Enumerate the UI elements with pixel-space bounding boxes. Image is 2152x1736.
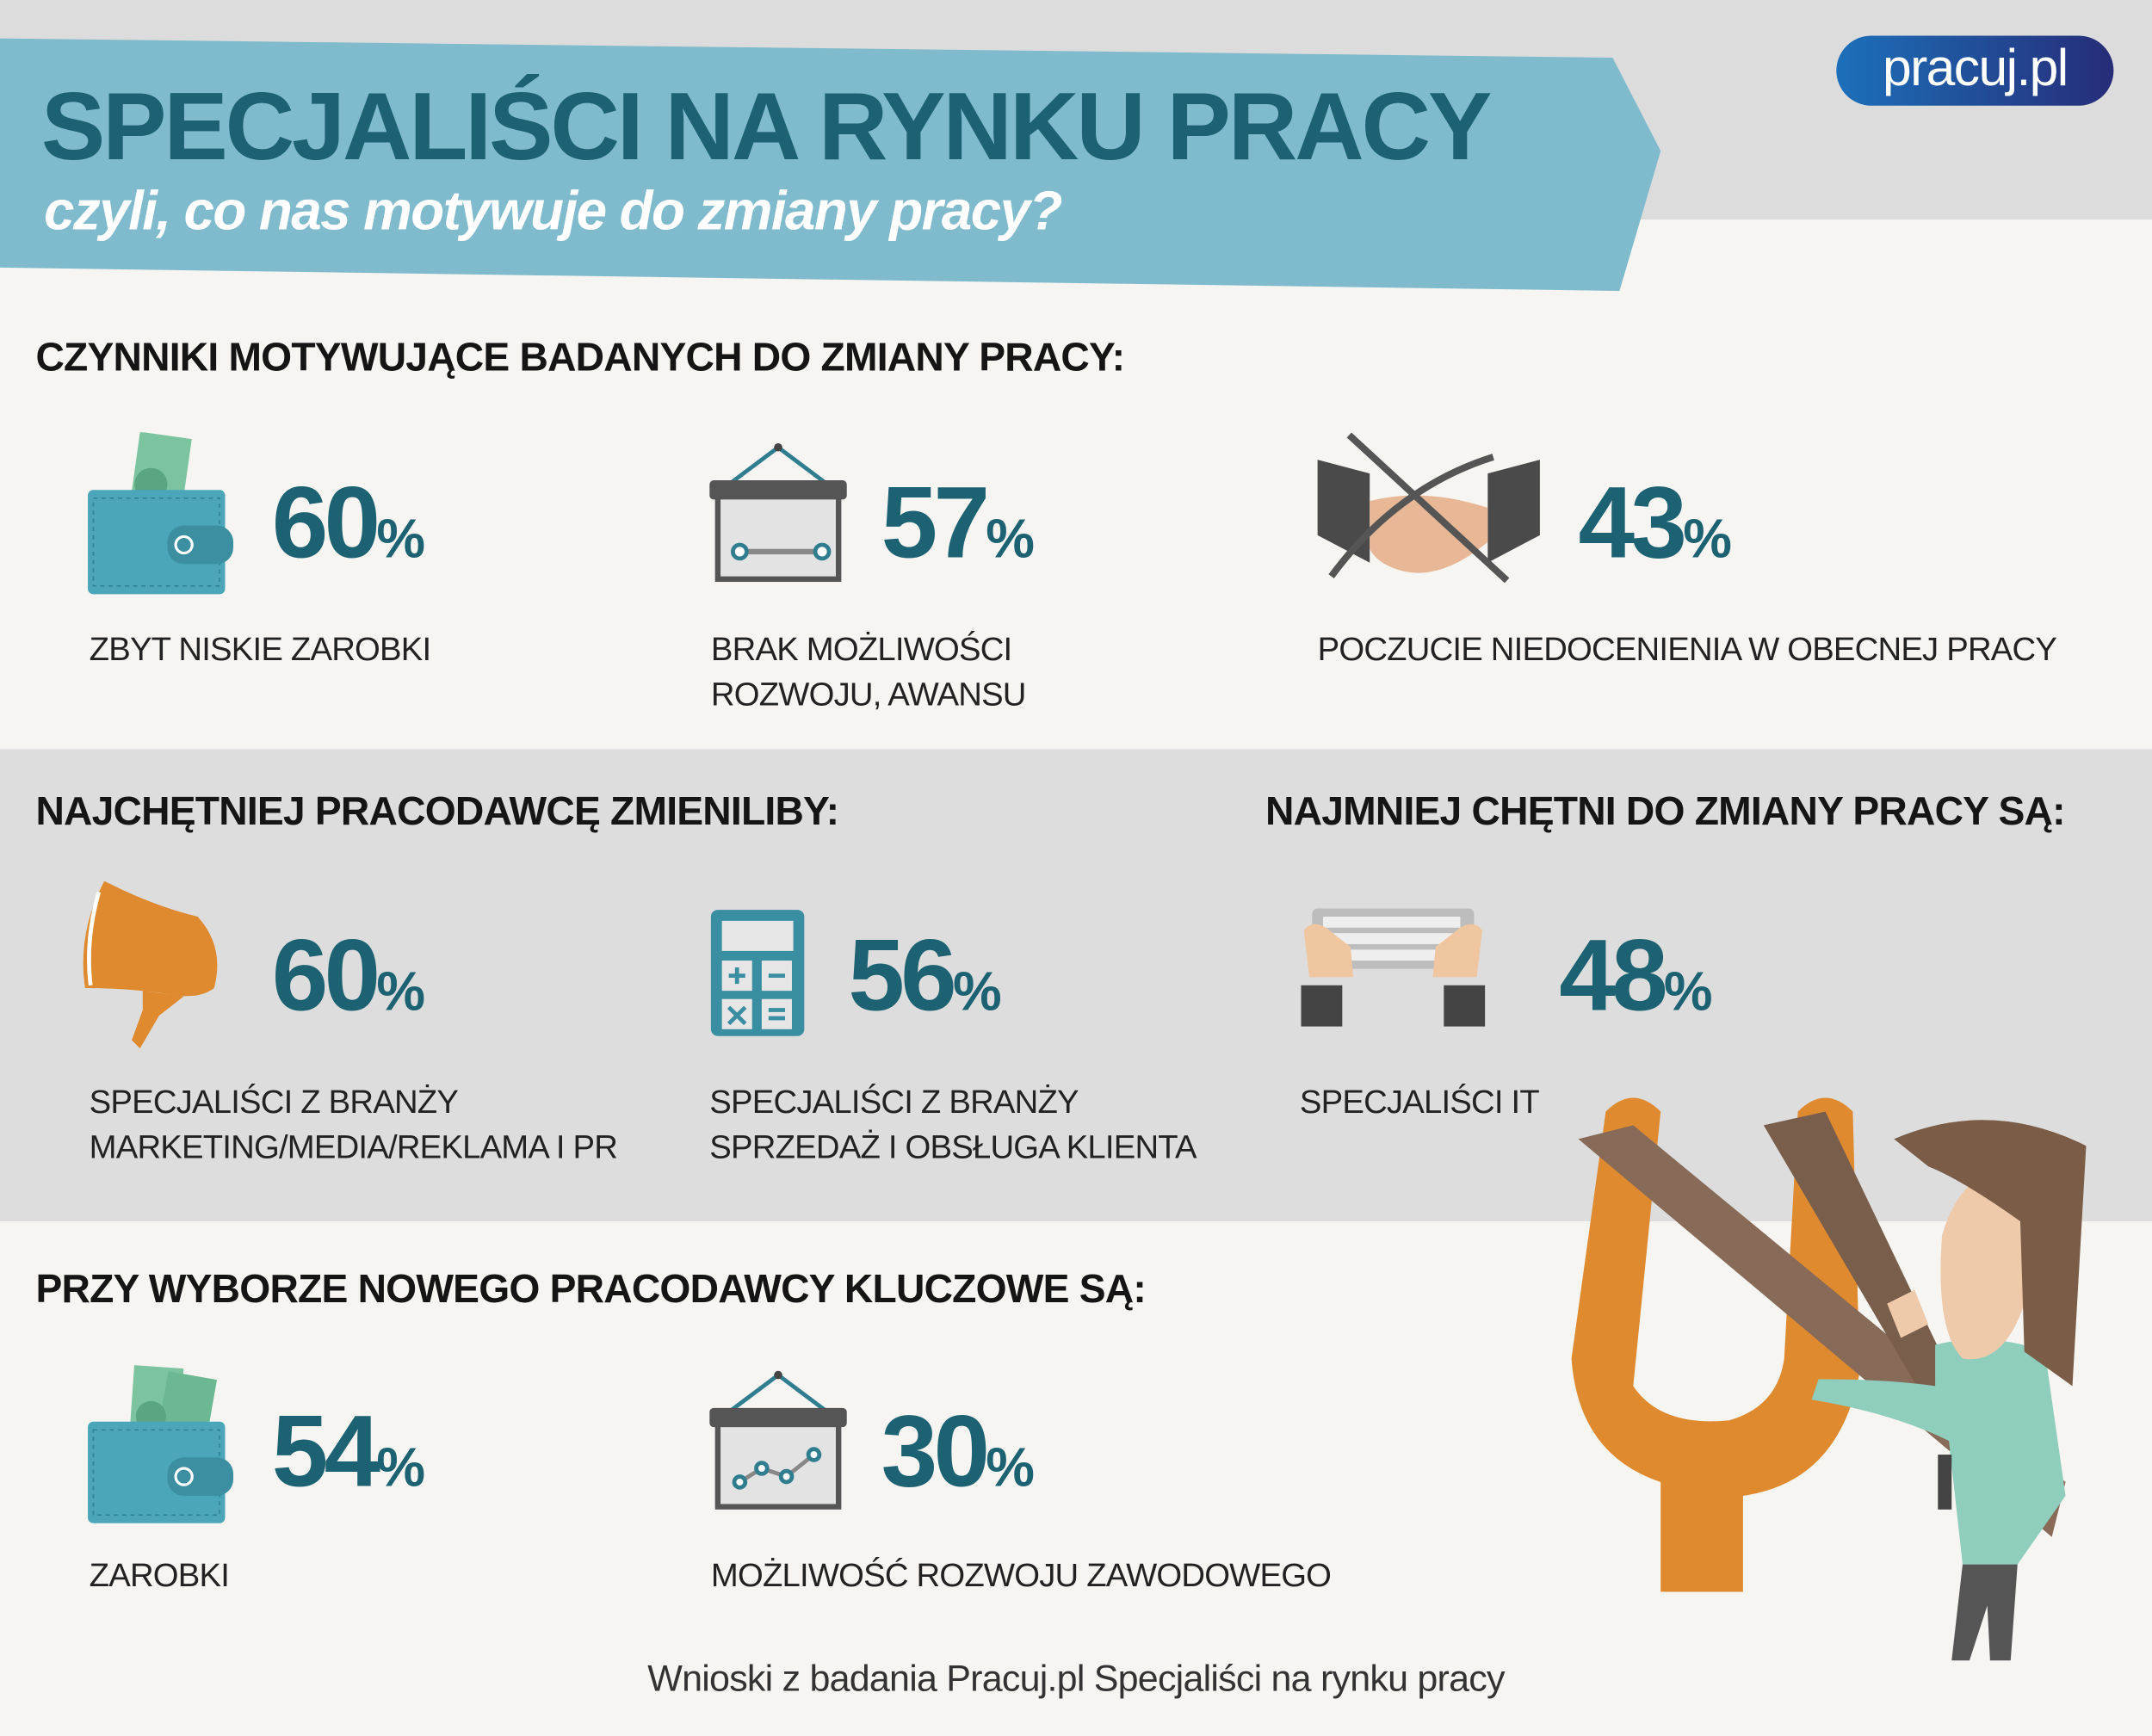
- section-heading-motivators: CZYNNIKI MOTYWUJĄCE BADANYCH DO ZMIANY P…: [35, 336, 1125, 380]
- page-title: SPECJALIŚCI NA RYNKU PRACY: [40, 72, 1493, 180]
- megaphone-icon: [83, 880, 218, 1049]
- stat-label: SPECJALIŚCI Z BRANŻY MARKETING/MEDIA/REKL…: [89, 1084, 618, 1167]
- section-heading-key-factors: PRZY WYBORZE NOWEGO PRACODAWCY KLUCZOWE …: [35, 1268, 1146, 1313]
- footer-source: Wnioski z badania Pracuj.pl Specjaliści …: [647, 1658, 1505, 1699]
- stat-value: 54%: [271, 1393, 426, 1509]
- section-heading-least-willing: NAJMNIEJ CHĘTNI DO ZMIANY PRACY SĄ:: [1265, 790, 2065, 835]
- section-heading-most-willing: NAJCHĘTNIEJ PRACODAWCĘ ZMIENILIBY:: [35, 790, 839, 835]
- stat-value: 48%: [1559, 917, 1713, 1032]
- calculator-icon: [710, 910, 805, 1036]
- stat-label: ZBYT NISKIE ZAROBKI: [89, 631, 431, 669]
- wallet-icon: [88, 432, 234, 595]
- wallet-icon: [88, 1365, 234, 1523]
- pracuj-logo: pracuj.pl: [1836, 35, 2114, 106]
- stat-value: 57%: [881, 465, 1036, 579]
- stat-label: SPECJALIŚCI IT: [1299, 1084, 1540, 1121]
- crossed-handshake-icon: [1317, 432, 1540, 584]
- stat-label: MOŻLIWOŚĆ ROZWOJU ZAWODOWEGO: [710, 1557, 1332, 1595]
- keyboard-hands-icon: [1301, 908, 1486, 1027]
- board-icon: [709, 442, 847, 583]
- stat-label: BRAK MOŻLIWOŚCI ROZWOJU, AWANSU: [710, 631, 1027, 714]
- stat-label: ZAROBKI: [89, 1557, 230, 1595]
- stat-value: 43%: [1578, 465, 1732, 579]
- stat-label: SPECJALIŚCI Z BRANŻY SPRZEDAŻ I OBSŁUGA K…: [709, 1084, 1197, 1167]
- stat-value: 30%: [881, 1393, 1036, 1509]
- slingshot-man-illustration: [1571, 1097, 2087, 1661]
- stat-value: 60%: [271, 465, 426, 579]
- stat-value: 56%: [848, 917, 1002, 1032]
- chart-board-icon: [709, 1370, 847, 1510]
- stat-label: POCZUCIE NIEDOCENIENIA W OBECNEJ PRACY: [1317, 631, 2057, 669]
- title-banner: [0, 38, 1661, 292]
- page-subtitle: czyli, co nas motywuje do zmiany pracy?: [44, 181, 1062, 242]
- stat-value: 60%: [271, 917, 426, 1032]
